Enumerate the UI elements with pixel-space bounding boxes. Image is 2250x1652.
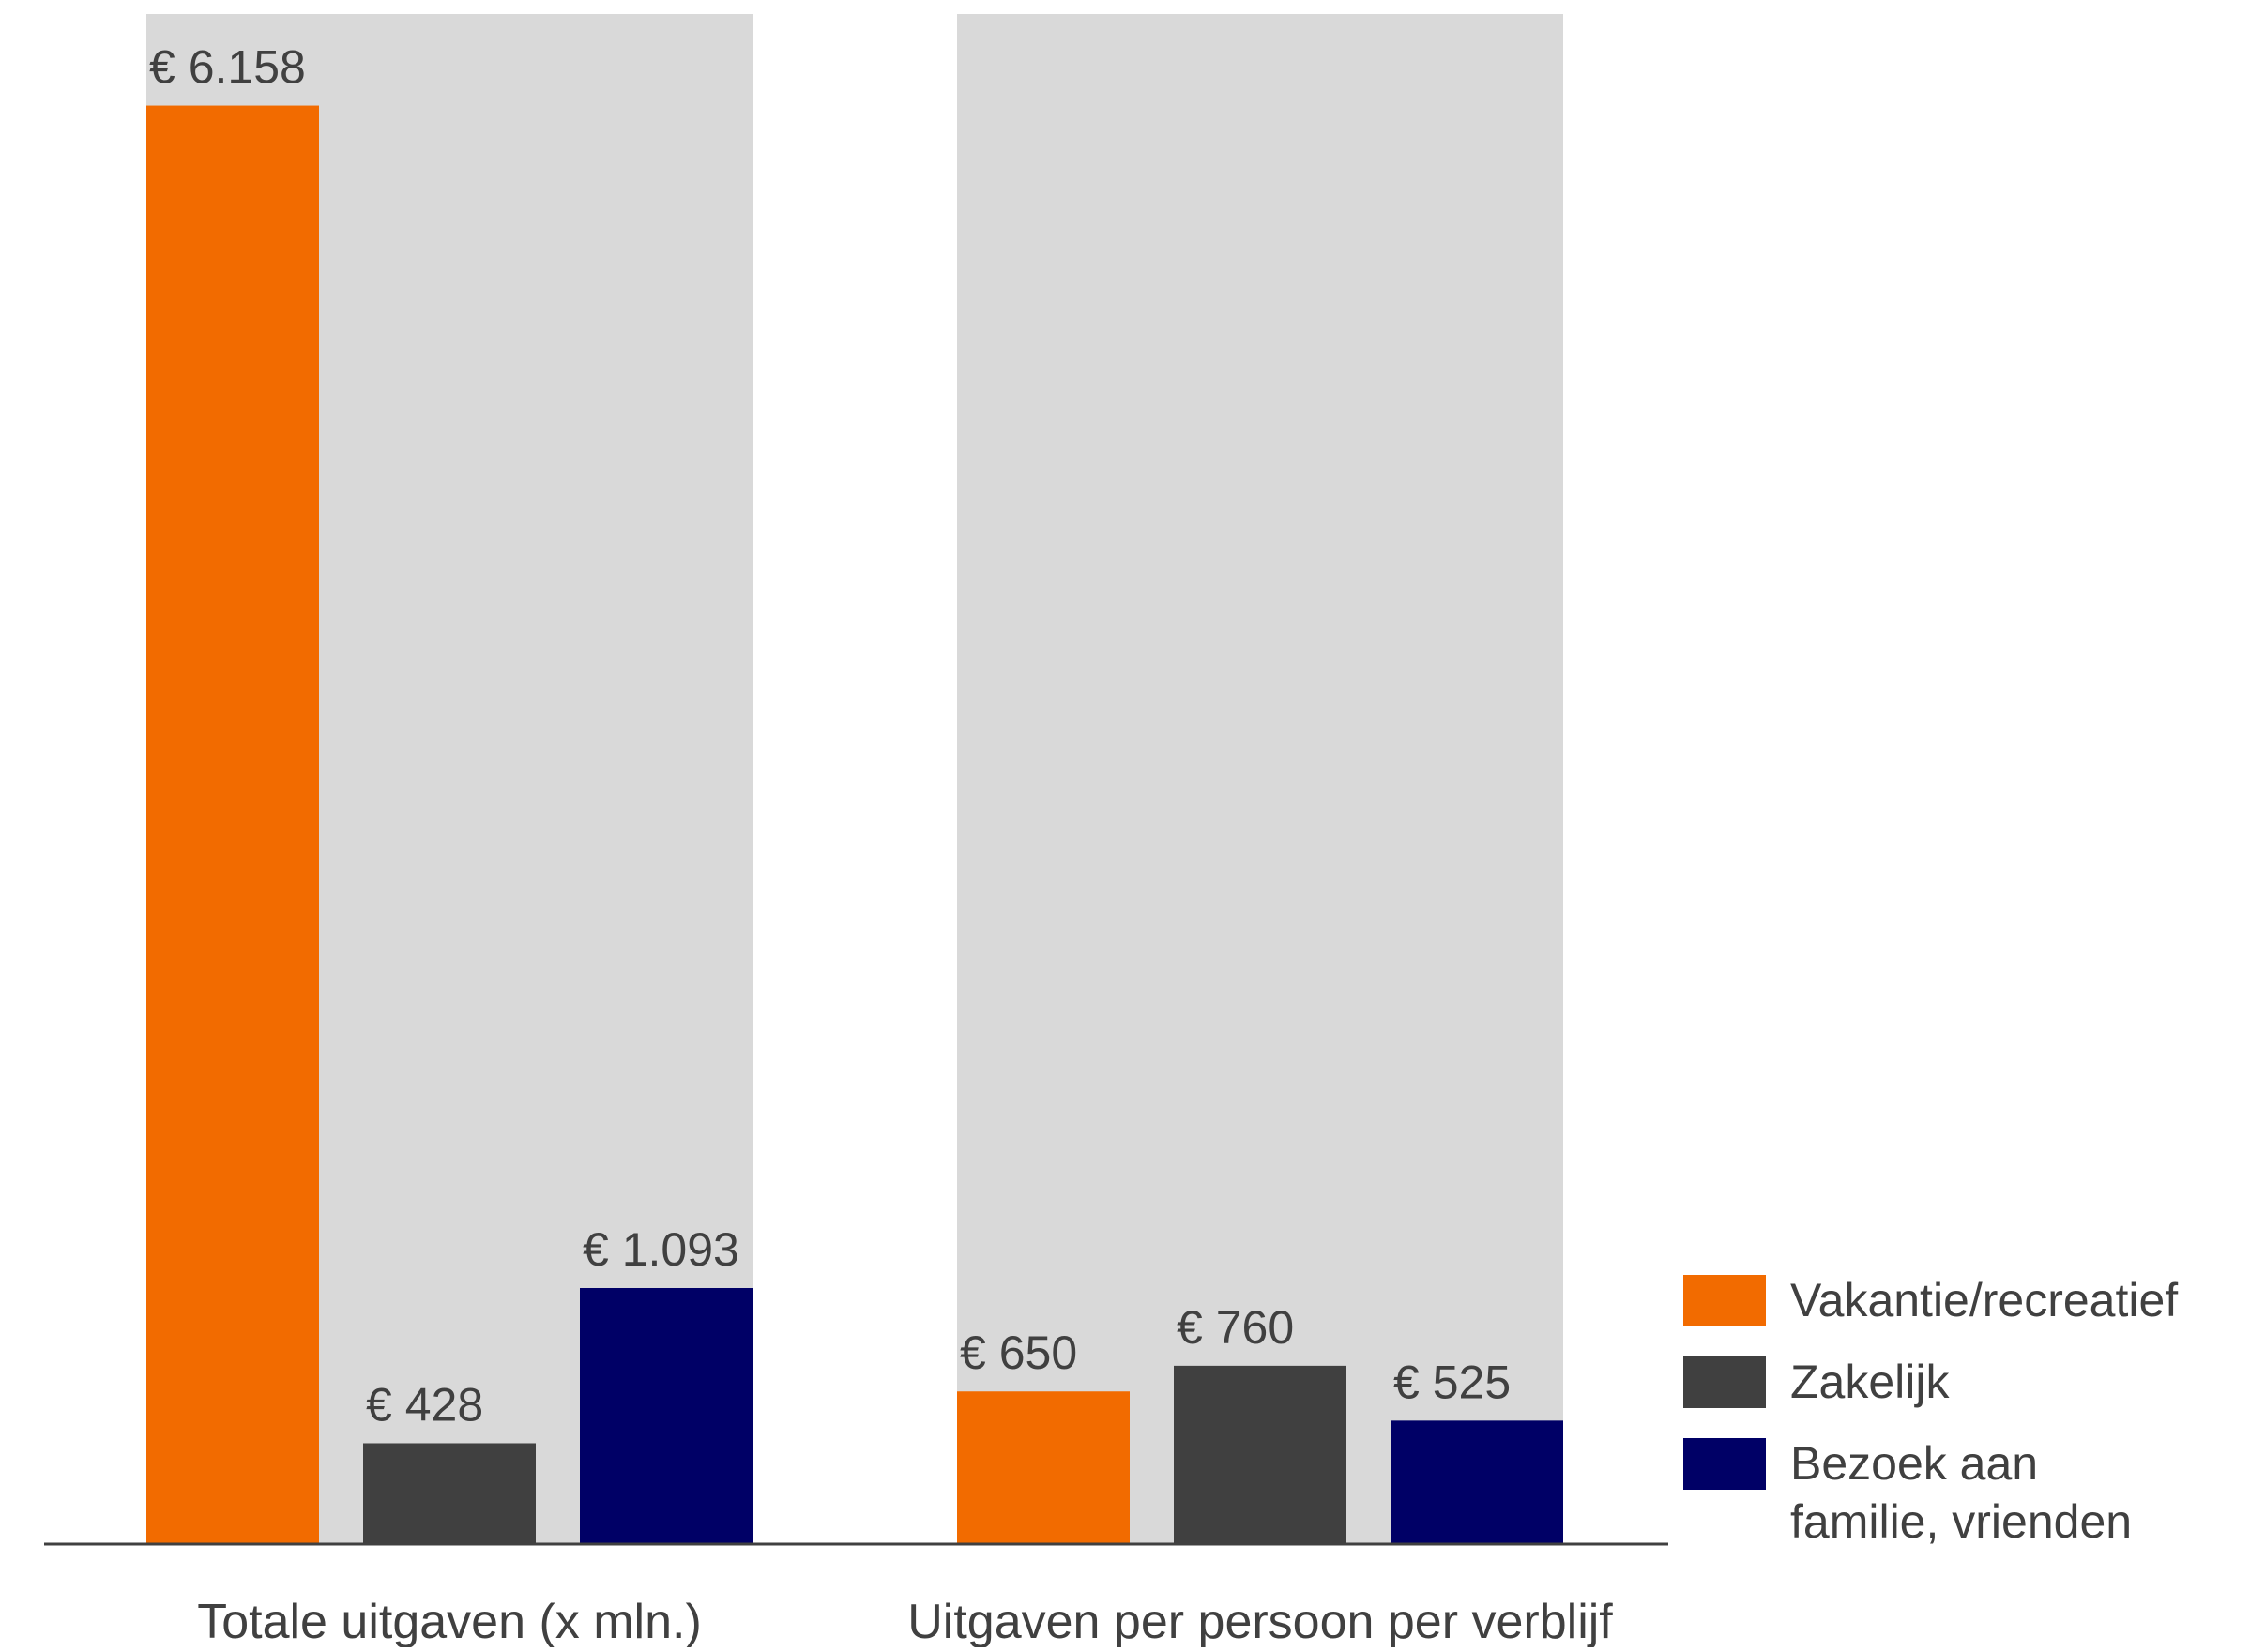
legend-label-1: Vakantie/recreatief <box>1790 1274 2178 1326</box>
data-label-2-3: € 525 <box>1393 1356 1511 1408</box>
bars <box>146 105 1563 1543</box>
data-label-1-1: € 6.158 <box>149 41 306 94</box>
category-labels: Totale uitgaven (x mln.) Uitgaven per per… <box>197 1595 1613 1649</box>
legend-label-3-line-2: familie, vrienden <box>1790 1495 2132 1548</box>
bar-1-3 <box>580 1288 753 1543</box>
legend-label-2: Zakelijk <box>1790 1356 1950 1408</box>
category-label-1: Totale uitgaven (x mln.) <box>197 1595 702 1647</box>
data-label-2-1: € 650 <box>960 1326 1077 1379</box>
group-background-2 <box>957 14 1563 1543</box>
legend-swatch-2 <box>1683 1356 1766 1408</box>
legend-swatch-3 <box>1683 1438 1766 1490</box>
group-backgrounds <box>146 14 1563 1543</box>
legend-label-3-line-1: Bezoek aan <box>1790 1437 2038 1490</box>
data-label-2-2: € 760 <box>1177 1301 1294 1354</box>
bar-1-2 <box>363 1443 536 1543</box>
data-label-1-2: € 428 <box>366 1378 483 1431</box>
category-label-2: Uitgaven per persoon per verblijf <box>907 1595 1613 1647</box>
legend: Vakantie/recreatief Zakelijk Bezoek aanfam… <box>1683 1274 2178 1548</box>
value-labels: € 6.158 € 428 € 1.093 € 650 € 760 € 525 <box>149 41 1511 1432</box>
legend-swatch-1 <box>1683 1275 1766 1326</box>
bar-2-1 <box>957 1391 1130 1543</box>
data-label-1-3: € 1.093 <box>583 1223 739 1276</box>
bar-2-3 <box>1391 1420 1563 1543</box>
bar-2-2 <box>1174 1365 1346 1543</box>
bar-1-1 <box>146 105 319 1543</box>
